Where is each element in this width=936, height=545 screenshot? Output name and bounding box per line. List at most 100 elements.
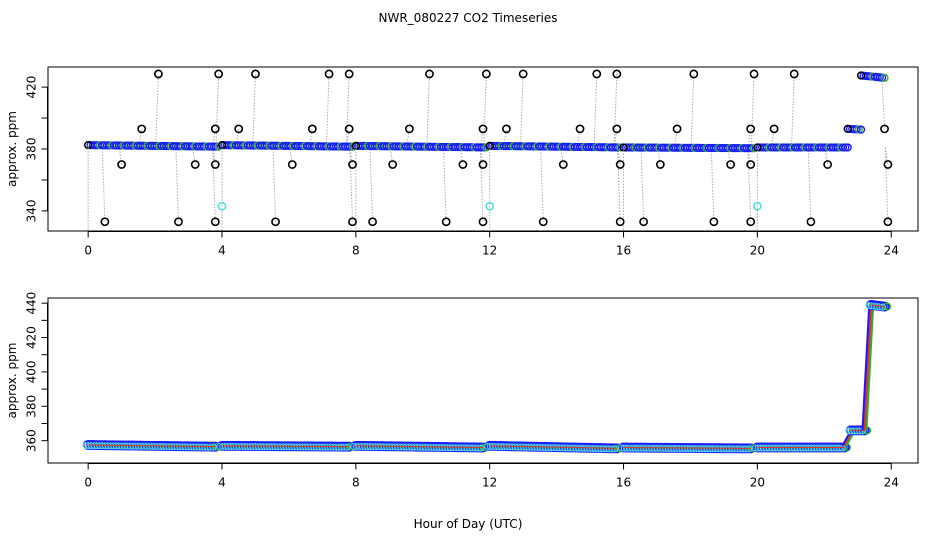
- spike-point: [746, 124, 756, 134]
- trace-line: [175, 146, 179, 222]
- spike-point: [324, 69, 334, 79]
- x-tick-label: 16: [616, 476, 631, 490]
- spike-point: [404, 124, 414, 134]
- y-tick-label: 420: [25, 326, 39, 349]
- trace-line: [617, 147, 621, 222]
- spike-point: [174, 217, 183, 227]
- series-point: [838, 143, 848, 152]
- spike-point: [883, 160, 893, 169]
- series-line: [841, 433, 850, 447]
- spike-point: [639, 217, 649, 227]
- spike-point: [368, 217, 377, 227]
- spike-point: [210, 160, 220, 169]
- spike-point: [348, 160, 357, 169]
- spike-point: [615, 217, 625, 227]
- spike-point: [388, 160, 398, 169]
- trace-line: [540, 146, 544, 222]
- x-tick-label: 12: [482, 476, 497, 490]
- x-tick-label: 20: [750, 244, 765, 258]
- spike-point: [458, 160, 468, 169]
- x-tick-label: 0: [84, 476, 92, 490]
- y-tick-label: 420: [25, 76, 39, 99]
- spike-point: [190, 160, 200, 169]
- series-line: [843, 433, 853, 447]
- series-point: [613, 143, 622, 152]
- series-point: [747, 144, 756, 153]
- bottom-panel: 0 4 8 12 16 20 24 360 380 400 420 440 approx. ppm: [5, 292, 919, 490]
- trace-line: [791, 73, 795, 148]
- series-point: [477, 444, 485, 452]
- plot-frame: [47, 297, 919, 464]
- trace-line: [252, 73, 256, 146]
- x-tick-label: 8: [352, 476, 360, 490]
- spike-point: [441, 217, 451, 227]
- spike-point: [344, 124, 354, 134]
- series-point: [343, 443, 351, 451]
- trace-line: [807, 147, 812, 222]
- y-tick-label: 380: [25, 138, 39, 161]
- series-line: [221, 445, 350, 448]
- trace-line: [640, 147, 645, 222]
- y-tick-label: 360: [25, 429, 39, 452]
- trace-line: [593, 73, 598, 148]
- series-line: [489, 445, 617, 449]
- series-line: [861, 306, 871, 431]
- spike-point: [612, 124, 622, 134]
- series-point: [343, 142, 352, 151]
- spike-point: [307, 124, 317, 134]
- trace-line: [345, 73, 350, 147]
- spike-point: [348, 217, 357, 227]
- spike-point: [615, 160, 625, 169]
- x-tick-label: 4: [218, 476, 226, 490]
- series-point: [209, 142, 219, 151]
- spike-point: [592, 69, 602, 79]
- trace-line: [884, 147, 889, 222]
- series-point: [843, 143, 852, 152]
- x-tick-label: 16: [616, 244, 631, 258]
- x-tick-label: 20: [750, 476, 765, 490]
- series-point: [611, 445, 619, 453]
- flagged-point: [217, 201, 227, 211]
- series-line: [871, 304, 885, 308]
- spike-point: [672, 124, 682, 134]
- series-point: [745, 445, 753, 453]
- trace-line: [349, 146, 353, 222]
- trace-line: [212, 146, 216, 222]
- series-line: [865, 306, 875, 431]
- x-tick-label: 24: [884, 476, 899, 490]
- spike-point: [558, 160, 568, 169]
- spike-point: [726, 160, 736, 169]
- series-point: [209, 443, 217, 451]
- plot-area: [82, 299, 892, 454]
- spike-point: [806, 217, 816, 227]
- spike-point: [612, 69, 622, 79]
- trace-line: [710, 147, 715, 222]
- y-tick-label: 380: [25, 395, 39, 418]
- trace-line: [426, 73, 430, 147]
- spike-point: [746, 217, 756, 227]
- top-panel: 0 4 8 12 16 20 24 340 380 420 approx. ppm: [5, 66, 919, 258]
- spike-point: [287, 160, 297, 169]
- chart-title: NWR_080227 CO2 Timeseries: [379, 11, 558, 25]
- trace-line: [272, 145, 277, 222]
- spike-point: [137, 124, 147, 134]
- x-tick-label: 12: [482, 244, 497, 258]
- x-tick-label: 8: [352, 244, 360, 258]
- trace-line: [613, 73, 618, 148]
- series-point: [616, 143, 625, 152]
- trace-line: [155, 73, 159, 146]
- spike-point: [154, 69, 163, 79]
- flagged-point: [485, 201, 495, 211]
- series-line: [623, 447, 751, 449]
- trace-line: [750, 73, 755, 149]
- trace-line: [519, 73, 524, 147]
- spike-point: [425, 69, 434, 79]
- spike-point: [234, 124, 244, 134]
- spike-point: [214, 69, 224, 79]
- spike-point: [518, 69, 528, 79]
- series-line: [355, 445, 484, 449]
- spike-point: [575, 124, 585, 134]
- spike-point: [538, 217, 548, 227]
- series-line: [88, 444, 216, 448]
